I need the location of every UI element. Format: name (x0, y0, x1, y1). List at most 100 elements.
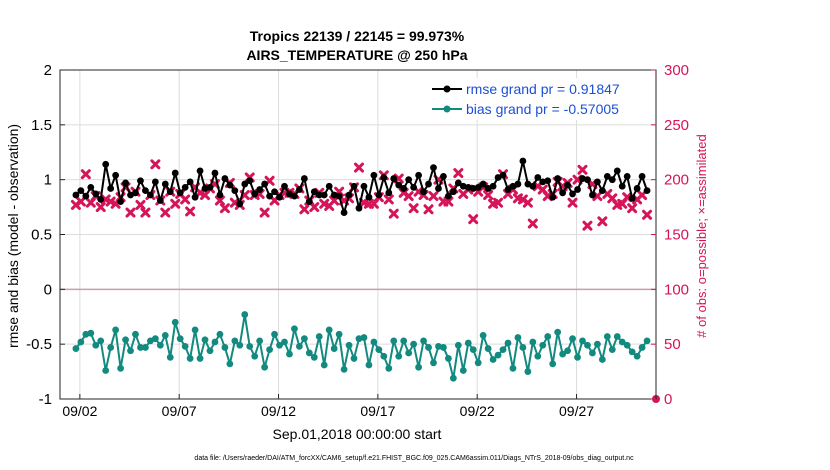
rmse-point (171, 169, 179, 177)
chart-title-line2: AIRS_TEMPERATURE @ 250 hPa (246, 47, 467, 63)
obs-marker-cross (259, 207, 270, 218)
rmse-point (261, 180, 269, 188)
bias-point (226, 360, 234, 368)
rmse-point (87, 183, 95, 191)
bias-point (584, 341, 591, 349)
x-tick-label: 09/22 (460, 403, 495, 419)
bias-point (395, 352, 403, 360)
obs-marker-cross (125, 207, 136, 218)
legend-label-rmse: rmse grand pr = 0.91847 (466, 81, 620, 97)
bias-point (420, 337, 427, 345)
rmse-point (544, 177, 552, 185)
obs-marker-cross (135, 199, 146, 210)
bias-point (430, 359, 437, 367)
rmse-point (191, 193, 199, 201)
obs-marker-cross (75, 196, 86, 207)
y-right-tick-label: 0 (664, 391, 672, 408)
bias-point (569, 335, 576, 343)
bias-point (295, 342, 303, 350)
bias-point (335, 330, 343, 338)
obs-marker-cross (443, 196, 454, 207)
rmse-point (375, 191, 383, 199)
bias-point (107, 344, 115, 351)
obs-marker-cross (642, 209, 653, 220)
bias-point (315, 333, 323, 340)
data-file-footer: data file: /Users/raeder/DAI/ATM_forcXX/… (194, 455, 634, 462)
bias-point (271, 330, 278, 338)
obs-marker-cross (383, 194, 394, 205)
rmse-point (211, 169, 219, 177)
bias-point (127, 347, 134, 355)
rmse-point (370, 171, 378, 179)
legend-marker-rmse (443, 85, 451, 93)
ticks-group: 09/02 09/07 09/12 09/17 09/22 09/27 -1 -0.5 0 0.5… (26, 62, 689, 419)
bias-point (365, 361, 373, 369)
obs-marker (403, 191, 414, 202)
obs-marker-cross (483, 190, 494, 201)
bias-point (216, 330, 224, 338)
bias-point (519, 344, 527, 351)
rmse-point (350, 182, 358, 190)
y-right-tick-label: 100 (664, 281, 689, 298)
rmse-point (266, 192, 273, 200)
legend-label-bias: bias grand pr = -0.57005 (466, 101, 619, 117)
rmse-point (549, 193, 557, 201)
rmse-point (186, 178, 194, 186)
obs-marker-cross (493, 197, 504, 208)
rmse-point (554, 175, 562, 182)
obs-marker-cross (299, 204, 310, 215)
series-group (70, 157, 660, 403)
chart-title-line1: Tropics 22139 / 22145 = 99.973% (250, 28, 465, 44)
rmse-point (593, 178, 601, 186)
obs-marker-cross (185, 206, 196, 217)
rmse-point (221, 175, 229, 182)
rmse-point (623, 172, 631, 180)
rmse-point (628, 194, 636, 202)
bias-point (454, 341, 462, 349)
bias-point (102, 367, 110, 374)
rmse-point (395, 181, 403, 189)
obs-marker (125, 207, 136, 218)
rmse-point (444, 192, 452, 200)
bias-point (405, 349, 413, 357)
bias-point (186, 355, 194, 362)
bias-point (345, 341, 353, 349)
rmse-point (107, 185, 115, 192)
obs-marker-cross (214, 195, 225, 206)
rmse-point (226, 181, 234, 189)
rmse-point (156, 197, 164, 204)
rmse-point (345, 191, 353, 199)
rmse-point (82, 192, 90, 200)
rmse-point (534, 174, 542, 181)
obs-marker (443, 196, 454, 207)
x-tick-label: 09/27 (559, 403, 594, 419)
rmse-point (360, 182, 368, 190)
rmse-point (97, 196, 105, 203)
bias-point (410, 340, 418, 348)
bias-point (206, 347, 214, 355)
obs-marker (577, 164, 588, 175)
obs-marker (597, 216, 608, 227)
obs-marker-cross (527, 218, 538, 229)
rmse-point (400, 185, 408, 192)
bias-point (330, 345, 338, 352)
bias-point (440, 344, 447, 351)
bias-point (196, 355, 204, 362)
bias-point (509, 364, 517, 372)
bias-point (181, 342, 189, 350)
bias-point (320, 361, 328, 369)
rmse-point (569, 190, 576, 198)
rmse-point (271, 188, 278, 196)
rmse-point (241, 180, 249, 188)
rmse-point (499, 171, 507, 179)
obs-marker (214, 195, 225, 206)
y-left-tick-label: -0.5 (26, 336, 52, 353)
obs-marker-cross (388, 208, 399, 219)
bias-point (166, 353, 174, 361)
bias-point (256, 337, 264, 345)
rmse-point (92, 190, 100, 198)
legend-box (424, 78, 650, 120)
bias-point (137, 344, 144, 351)
rmse-point (291, 192, 298, 200)
bias-point (385, 364, 393, 372)
